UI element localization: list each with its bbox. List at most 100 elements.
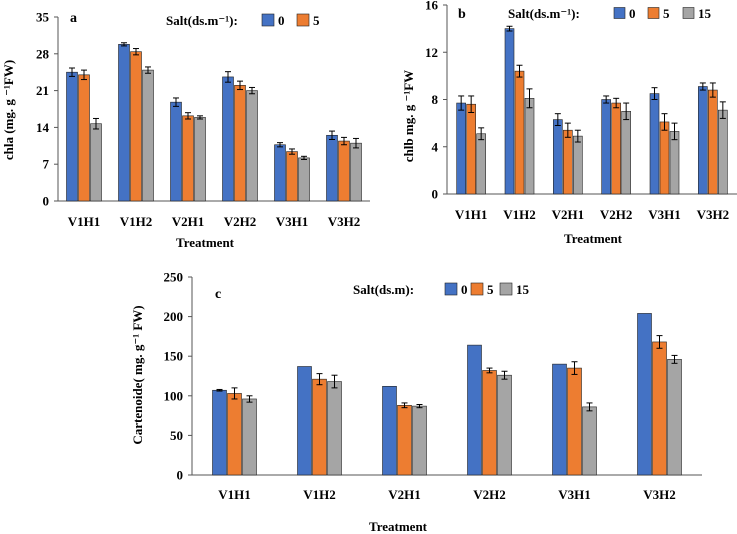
bar-b-5-V3H2 — [708, 89, 718, 195]
bar-c-0-V1H2 — [297, 366, 312, 476]
legend-title: Salt(ds.m⁻¹): — [508, 6, 580, 21]
legend-title: Salt(ds.m): — [353, 282, 414, 297]
legend-swatch-0 — [613, 7, 626, 19]
bar-b-15-V3H2 — [718, 109, 728, 195]
bar-a-5-V1H1 — [78, 74, 90, 202]
bar-b-15-V1H2 — [524, 98, 535, 195]
bar-a-15-V2H1 — [194, 117, 206, 202]
legend-swatch-15 — [499, 282, 513, 296]
legend-label-5: 5 — [663, 6, 670, 21]
bar-a-5-V1H2 — [130, 51, 142, 202]
bar-c-0-V2H2 — [467, 344, 482, 476]
bar-c-15-V1H2 — [327, 381, 342, 476]
y-axis-title: chlb mg. g ⁻¹FW — [401, 70, 416, 162]
bar-c-0-V2H1 — [382, 385, 397, 476]
x-tick-label: V3H1 — [276, 214, 309, 229]
bar-a-5-V2H2 — [234, 85, 246, 202]
x-tick-label: V2H2 — [224, 214, 257, 229]
y-tick-label: 14 — [36, 120, 50, 135]
legend-label-15: 15 — [698, 6, 712, 21]
x-tick-label: V3H1 — [558, 487, 591, 502]
bar-c-15-V3H2 — [667, 359, 682, 476]
y-tick-label: 200 — [164, 309, 184, 324]
legend-title: Salt(ds.m⁻¹): — [166, 13, 238, 28]
bar-b-5-V1H1 — [466, 103, 476, 195]
legend-swatch-5 — [647, 7, 660, 19]
bar-c-5-V3H2 — [652, 341, 667, 476]
bar-b-0-V2H2 — [601, 99, 611, 195]
legend-label-0: 0 — [629, 6, 636, 21]
bar-a-0-V3H2 — [326, 134, 338, 202]
x-tick-label: V2H1 — [388, 487, 421, 502]
bar-a-5-V2H1 — [182, 115, 194, 202]
bar-c-5-V2H2 — [482, 370, 497, 476]
x-tick-label: V2H2 — [600, 207, 633, 222]
legend-label-0: 0 — [461, 282, 468, 297]
bar-a-5-V3H2 — [338, 140, 350, 202]
panel-letter: c — [215, 287, 221, 302]
y-tick-label: 50 — [170, 428, 183, 443]
x-tick-label: V3H1 — [648, 207, 681, 222]
bar-a-15-V1H1 — [90, 123, 102, 202]
bar-a-0-V3H1 — [274, 144, 286, 202]
x-tick-label: V1H2 — [303, 487, 336, 502]
bar-a-0-V2H1 — [170, 101, 182, 202]
bar-c-5-V1H2 — [312, 378, 327, 476]
bar-b-5-V1H2 — [514, 70, 525, 195]
x-tick-label: V2H1 — [172, 214, 205, 229]
y-tick-label: 4 — [432, 139, 439, 154]
bar-c-0-V1H1 — [212, 389, 227, 476]
y-tick-label: 0 — [432, 187, 439, 202]
bar-c-15-V1H1 — [242, 398, 257, 476]
bar-c-5-V1H1 — [227, 393, 242, 476]
x-tick-label: V1H1 — [218, 487, 251, 502]
bar-b-0-V1H1 — [456, 102, 466, 195]
y-tick-label: 100 — [164, 388, 184, 403]
bar-c-0-V3H1 — [552, 363, 567, 476]
legend-swatch-5 — [470, 282, 484, 296]
x-axis-title: Treatment — [369, 519, 428, 534]
bar-a-15-V3H1 — [298, 157, 310, 202]
bar-b-15-V2H2 — [621, 111, 631, 195]
legend-label-5: 5 — [313, 13, 320, 28]
y-axis-title: Cartenoide( mg. g⁻¹ FW) — [130, 305, 145, 444]
x-tick-label: V1H1 — [455, 207, 488, 222]
bar-a-15-V3H2 — [350, 142, 362, 202]
bar-c-15-V2H2 — [497, 374, 512, 476]
panel-letter: a — [70, 11, 77, 26]
chart-panel-a: 0 7 14 21 28 35 V1H1 V1H2 V2H1 V2H2 V3H1 V3H2 Treatm… — [1, 10, 370, 250]
y-tick-label: 250 — [164, 270, 184, 285]
bar-b-15-V2H1 — [573, 135, 583, 195]
legend-label-15: 15 — [516, 282, 530, 297]
bar-a-0-V1H1 — [66, 71, 78, 202]
bar-c-15-V2H1 — [412, 405, 427, 476]
bar-b-5-V2H1 — [563, 129, 573, 195]
legend-swatch-15 — [682, 7, 695, 19]
y-tick-label: 7 — [43, 157, 50, 172]
bar-b-0-V2H1 — [553, 119, 563, 195]
y-tick-label: 12 — [425, 45, 438, 60]
y-tick-label: 21 — [36, 83, 49, 98]
bar-b-0-V3H2 — [698, 86, 708, 195]
legend-swatch-0 — [444, 282, 458, 296]
x-tick-label: V3H2 — [328, 214, 361, 229]
x-tick-label: V3H2 — [697, 207, 730, 222]
legend-label-5: 5 — [487, 282, 494, 297]
chart-panel-b: 0 4 8 12 16 V1H1 V1H2 V2H1 V2H2 V3H1 V3H2 Treatment… — [401, 0, 737, 246]
legend-a: Salt(ds.m⁻¹): 0 5 — [166, 13, 320, 28]
y-tick-label: 28 — [36, 46, 50, 61]
x-axis-title: Treatment — [176, 235, 235, 250]
panel-letter: b — [458, 7, 466, 22]
y-tick-label: 16 — [425, 0, 439, 13]
legend-swatch-5 — [296, 13, 310, 27]
bar-c-5-V2H1 — [397, 405, 412, 476]
legend-b: Salt(ds.m⁻¹): 0 5 15 — [508, 6, 712, 21]
bar-a-5-V3H1 — [286, 151, 298, 202]
legend-swatch-0 — [261, 13, 275, 27]
bar-a-15-V1H2 — [142, 69, 154, 202]
x-tick-label: V2H2 — [473, 487, 506, 502]
bar-c-0-V3H2 — [637, 313, 652, 476]
legend-label-0: 0 — [278, 13, 285, 28]
